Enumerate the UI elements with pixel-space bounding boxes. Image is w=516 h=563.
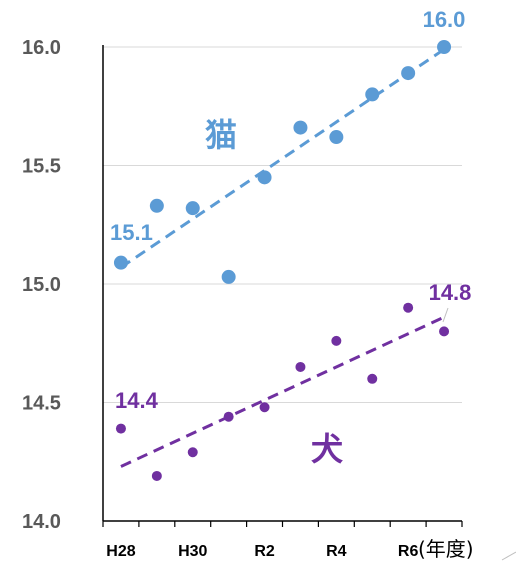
data-point-cat xyxy=(401,66,416,81)
data-point-dog xyxy=(331,335,342,346)
data-point-cat xyxy=(149,198,164,213)
x-tick-label: R6 xyxy=(398,543,419,560)
trendline-cat xyxy=(120,48,445,269)
data-point-dog xyxy=(439,326,450,337)
data-label-cat: 15.1 xyxy=(110,220,153,245)
data-point-dog xyxy=(187,447,198,458)
data-point-dog xyxy=(151,470,162,481)
label-leader xyxy=(442,307,449,323)
data-point-dog xyxy=(115,423,126,434)
y-tick-label: 14.0 xyxy=(22,511,61,533)
data-point-cat xyxy=(365,87,380,102)
x-tick-label: R2 xyxy=(254,543,275,560)
x-tick-label: R4 xyxy=(326,543,347,560)
data-point-dog xyxy=(295,361,306,372)
y-tick-label: 15.0 xyxy=(22,274,61,296)
data-point-dog xyxy=(367,373,378,384)
y-tick-label: 14.5 xyxy=(22,393,61,415)
data-point-cat xyxy=(329,130,344,145)
data-label-cat: 16.0 xyxy=(423,7,466,32)
data-point-dog xyxy=(259,402,270,413)
data-point-cat xyxy=(221,269,236,284)
trendline-dog xyxy=(120,315,445,468)
axis-label-leader xyxy=(501,551,516,561)
data-point-cat xyxy=(113,255,128,270)
data-point-dog xyxy=(403,302,414,313)
data-point-cat xyxy=(293,120,308,135)
x-tick-label: H28 xyxy=(106,543,135,560)
data-label-dog: 14.4 xyxy=(115,388,159,413)
y-tick-label: 16.0 xyxy=(22,37,61,59)
data-label-dog: 14.8 xyxy=(429,280,472,305)
x-tick-label: H30 xyxy=(178,543,207,560)
data-point-cat xyxy=(437,40,452,54)
series-label-cat: 猫 xyxy=(205,116,237,154)
data-point-dog xyxy=(223,411,234,422)
series-label-dog: 犬 xyxy=(311,430,343,468)
data-point-cat xyxy=(257,170,272,185)
x-axis-label: (年度) xyxy=(418,537,474,561)
data-point-cat xyxy=(185,201,200,216)
y-tick-label: 15.5 xyxy=(22,156,61,178)
